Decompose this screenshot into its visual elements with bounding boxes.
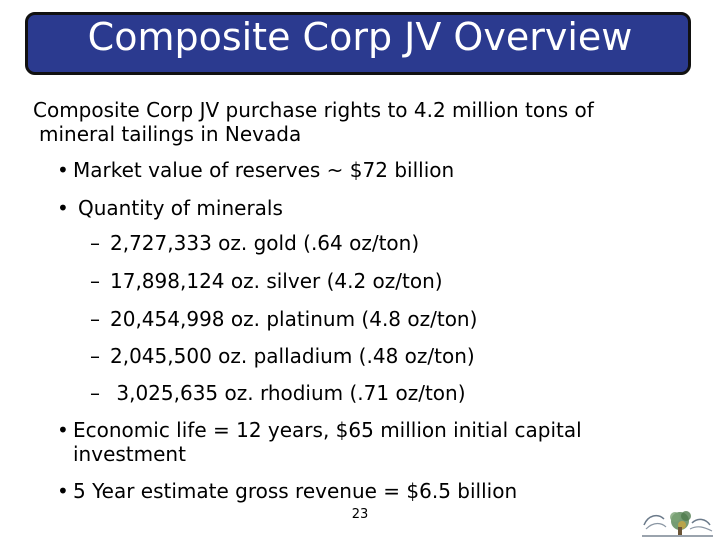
mineral-item-rhodium: – 3,025,635 oz. rhodium (.71 oz/ton) [90,381,466,405]
dash-marker: – [90,344,100,368]
mineral-text: 3,025,635 oz. rhodium (.71 oz/ton) [110,381,466,405]
slide-title: Composite Corp JV Overview [87,15,633,59]
bullet-text: 5 Year estimate gross revenue = $6.5 bil… [73,479,518,503]
intro-line-1: Composite Corp JV purchase rights to 4.2… [33,98,594,122]
intro-line-2: mineral tailings in Nevada [39,122,302,146]
mineral-text: 2,045,500 oz. palladium (.48 oz/ton) [110,344,475,368]
bullet-dot: • [57,479,69,503]
bullet-text: Economic life = 12 years, $65 million in… [73,418,582,466]
dash-marker: – [90,307,100,331]
bullet-revenue: • 5 Year estimate gross revenue = $6.5 bi… [57,479,517,503]
bullet-dot: • [57,196,69,220]
bullet-dot: • [57,158,69,182]
bullet-economic-life: • Economic life = 12 years, $65 million … [57,418,663,466]
dash-marker: – [90,381,100,405]
bullet-text: Market value of reserves ~ $72 billion [73,158,455,182]
company-logo-icon [642,511,713,537]
bullet-market-value: • Market value of reserves ~ $72 billion [57,158,454,182]
mineral-item-palladium: –2,045,500 oz. palladium (.48 oz/ton) [90,344,475,368]
mineral-item-silver: –17,898,124 oz. silver (4.2 oz/ton) [90,269,443,293]
bullet-dot: • [57,418,69,442]
mineral-text: 2,727,333 oz. gold (.64 oz/ton) [110,231,420,255]
page-number: 23 [351,507,369,522]
dash-marker: – [90,269,100,293]
mineral-text: 17,898,124 oz. silver (4.2 oz/ton) [110,269,443,293]
mineral-item-gold: –2,727,333 oz. gold (.64 oz/ton) [90,231,419,255]
bullet-text: Quantity of minerals [78,196,283,220]
dash-marker: – [90,231,100,255]
bullet-quantity: • Quantity of minerals [57,196,283,220]
intro-paragraph: Composite Corp JV purchase rights to 4.2… [33,98,683,146]
mineral-item-platinum: –20,454,998 oz. platinum (4.8 oz/ton) [90,307,477,331]
title-banner [25,12,691,75]
mineral-text: 20,454,998 oz. platinum (4.8 oz/ton) [110,307,478,331]
